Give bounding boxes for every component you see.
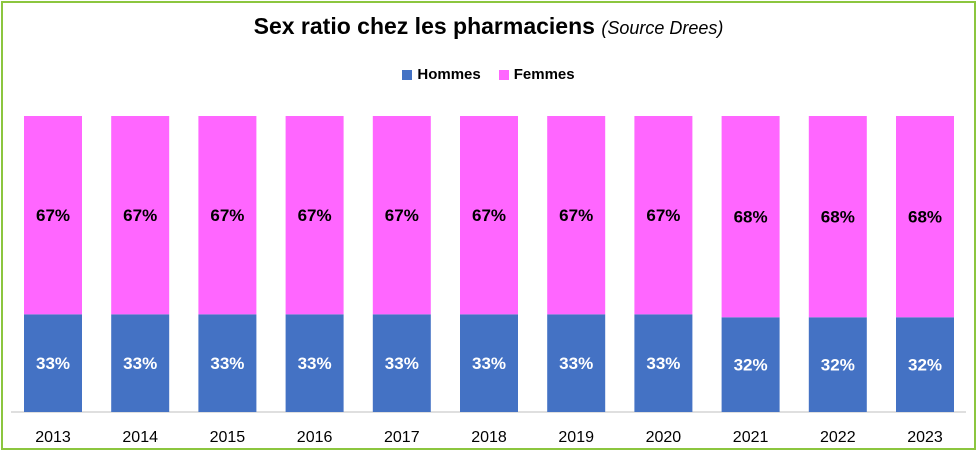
- bar-hommes-2013: [24, 314, 82, 412]
- chart-subtitle: (Source Drees): [601, 18, 724, 38]
- bar-hommes-2016: [285, 314, 344, 412]
- bar-femmes-2018: [460, 116, 518, 315]
- bar-femmes-2016: [285, 116, 344, 315]
- bar-femmes-2022: [808, 116, 867, 318]
- data-label-hommes-2021: 32%: [734, 356, 768, 375]
- x-tick-label-2023: 2023: [907, 429, 943, 446]
- chart-title-text: Sex ratio chez les pharmaciens: [253, 13, 595, 39]
- legend-swatch-hommes: [402, 69, 413, 80]
- bar-femmes-2020: [634, 116, 693, 315]
- x-tick-label-2020: 2020: [646, 429, 682, 446]
- x-tick-label-2021: 2021: [733, 429, 769, 446]
- data-label-femmes-2017: 67%: [385, 206, 419, 225]
- bar-femmes-2017: [372, 116, 431, 315]
- legend-item-hommes: Hommes: [402, 66, 481, 83]
- data-label-femmes-2022: 68%: [821, 208, 855, 227]
- data-label-hommes-2014: 33%: [123, 354, 157, 373]
- legend-label-hommes: Hommes: [417, 66, 481, 83]
- bar-hommes-2020: [634, 314, 693, 412]
- legend-label-femmes: Femmes: [513, 66, 575, 83]
- bar-femmes-2019: [547, 116, 606, 315]
- x-tick-label-2016: 2016: [297, 429, 333, 446]
- data-label-hommes-2015: 33%: [210, 354, 244, 373]
- bar-femmes-2013: [24, 116, 82, 315]
- bar-hommes-2019: [547, 314, 606, 412]
- data-label-femmes-2021: 68%: [734, 208, 768, 227]
- bar-hommes-2023: [896, 317, 954, 412]
- data-label-hommes-2020: 33%: [646, 354, 680, 373]
- data-label-femmes-2013: 67%: [36, 206, 70, 225]
- bar-femmes-2015: [198, 116, 257, 315]
- data-label-hommes-2016: 33%: [298, 354, 332, 373]
- x-tick-label-2018: 2018: [471, 429, 507, 446]
- bar-hommes-2021: [721, 317, 780, 412]
- data-label-hommes-2018: 33%: [472, 354, 506, 373]
- data-label-hommes-2022: 32%: [821, 356, 855, 375]
- bar-femmes-2023: [896, 116, 954, 318]
- data-label-femmes-2019: 67%: [559, 206, 593, 225]
- bar-hommes-2014: [111, 314, 170, 412]
- data-label-hommes-2013: 33%: [36, 354, 70, 373]
- plot-area: 33% 67% 2013 33% 67% 2014 33% 67% 2015 33% 67% 2016…: [11, 116, 966, 446]
- legend-item-femmes: Femmes: [498, 66, 575, 83]
- bar-femmes-2014: [111, 116, 170, 315]
- bar-hommes-2022: [808, 317, 867, 412]
- data-label-femmes-2020: 67%: [646, 206, 680, 225]
- x-tick-label-2022: 2022: [820, 429, 856, 446]
- x-tick-label-2015: 2015: [210, 429, 246, 446]
- data-label-femmes-2023: 68%: [908, 208, 942, 227]
- x-tick-label-2014: 2014: [122, 429, 158, 446]
- x-tick-label-2019: 2019: [558, 429, 594, 446]
- bar-hommes-2017: [372, 314, 431, 412]
- x-tick-label-2017: 2017: [384, 429, 420, 446]
- data-label-femmes-2015: 67%: [210, 206, 244, 225]
- data-label-femmes-2018: 67%: [472, 206, 506, 225]
- bar-hommes-2015: [198, 314, 257, 412]
- data-label-femmes-2016: 67%: [298, 206, 332, 225]
- chart-title: Sex ratio chez les pharmaciens (Source D…: [3, 13, 974, 40]
- x-tick-label-2013: 2013: [35, 429, 71, 446]
- legend-swatch-femmes: [498, 69, 509, 80]
- data-label-hommes-2019: 33%: [559, 354, 593, 373]
- data-label-hommes-2017: 33%: [385, 354, 419, 373]
- bar-hommes-2018: [460, 314, 518, 412]
- data-label-femmes-2014: 67%: [123, 206, 157, 225]
- chart-legend: Hommes Femmes: [3, 66, 974, 83]
- bar-femmes-2021: [721, 116, 780, 318]
- data-label-hommes-2023: 32%: [908, 356, 942, 375]
